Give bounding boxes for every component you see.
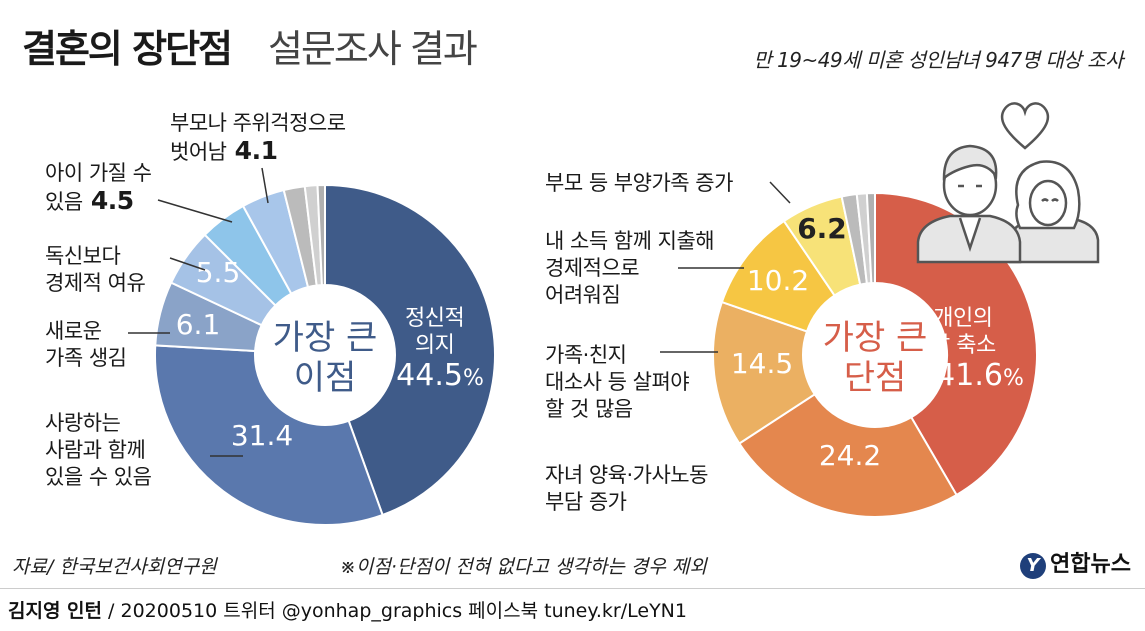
page-title-secondary: 설문조사 결과 <box>268 27 478 71</box>
logo-mark-icon: Y <box>1020 553 1047 579</box>
credit-bar <box>0 588 1145 631</box>
source-label: 자료/ 한국보건사회연구원 <box>12 556 217 578</box>
credit-line: 김지영 인턴 / 20200510 트위터 @yonhap_graphics 페… <box>8 596 687 623</box>
slice-label: 사랑하는 사람과 함께 있을 수 있음 <box>45 411 152 489</box>
center-label: 가장 큰 <box>273 318 378 358</box>
credit-author: 김지영 인턴 <box>8 600 103 622</box>
leader-line <box>157 199 233 223</box>
slice-value: 6.1 <box>176 308 221 341</box>
center-label: 이점 <box>294 358 357 398</box>
slice-value: 10.2 <box>747 264 809 297</box>
heart-icon <box>1000 102 1050 150</box>
center-label: 가장 큰 <box>823 318 928 358</box>
slice-label: 내 소득 함께 지출해 경제적으로 어려워짐 <box>545 229 715 307</box>
slice-label: 부모 등 부양가족 증가 <box>545 171 733 195</box>
slice-label: 자녀 양육·가사노동 부담 증가 <box>545 463 708 514</box>
slice-label: 가족·친지 대소사 등 살펴야 할 것 많음 <box>545 343 690 421</box>
label-leader-lines <box>128 167 791 457</box>
slice-value: 6.2 <box>797 212 847 245</box>
center-label: 단점 <box>844 358 907 398</box>
slice-value: 5.5 <box>196 256 241 289</box>
slice-label: 부모나 주위걱정으로 벗어남 4.1 <box>170 111 346 165</box>
survey-subtitle: 만 19~49세 미혼 성인남녀 947명 대상 조사 <box>753 48 1123 72</box>
slice-value: 24.2 <box>819 439 881 472</box>
slice-value: 31.4 <box>231 419 293 452</box>
slice-label: 새로운 가족 생김 <box>45 319 127 370</box>
slice-value: 4.1 <box>226 136 278 165</box>
page-title: 결혼의 장단점 <box>22 27 233 71</box>
donut-hole <box>803 283 947 427</box>
couple-illustration <box>916 102 1100 264</box>
yonhap-logo: Y 연합뉴스 <box>1020 546 1131 579</box>
slice-label: 독신보다 경제적 여유 <box>45 244 146 295</box>
slice-label: 아이 가질 수 있음 4.5 <box>45 161 152 215</box>
credit-text: / 20200510 트위터 @yonhap_graphics 페이스북 tun… <box>102 600 687 622</box>
slice-value: 14.5 <box>731 347 793 380</box>
footnote: ※이점·단점이 전혀 없다고 생각하는 경우 제외 <box>340 556 707 578</box>
logo-text: 연합뉴스 <box>1050 552 1131 577</box>
leader-line <box>169 257 206 271</box>
slice-label: 정신적 의지 <box>405 306 465 358</box>
value-unit: % <box>463 366 484 391</box>
advantages-donut: 가장 큰이점 44.5%31.46.15.5 <box>154 183 496 526</box>
slice-value: 4.5 <box>82 186 134 215</box>
value-unit: % <box>1003 366 1024 391</box>
slice-label: 개인의 삶 축소 <box>930 306 996 358</box>
donut-hole <box>255 285 395 425</box>
leader-line <box>261 167 269 204</box>
leader-line <box>769 181 791 204</box>
disadvantages-donut: 가장 큰단점 41.6%24.214.510.26.2 <box>712 191 1038 518</box>
